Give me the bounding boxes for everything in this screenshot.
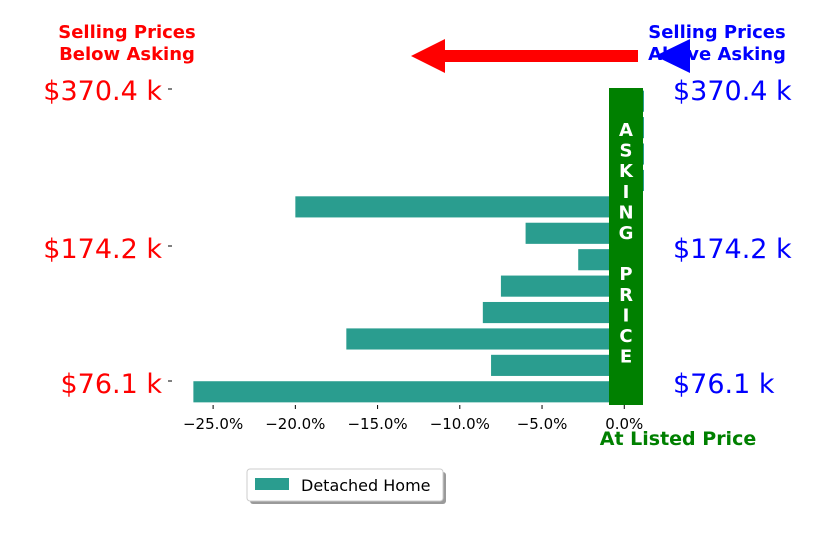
header-left-line2: Below Asking xyxy=(59,44,195,65)
price-label-right-bottom: $76.1 k xyxy=(673,369,775,400)
bar xyxy=(193,381,625,403)
x-tick-label: 0.0% xyxy=(605,415,643,433)
legend: Detached Home xyxy=(246,468,446,504)
asking-letter: E xyxy=(620,347,632,368)
above-asking-arrow xyxy=(655,39,690,73)
asking-letter: K xyxy=(619,161,634,182)
bar xyxy=(500,275,625,297)
x-axis: −25.0% −20.0% −15.0% −10.0% −5.0% 0.0% xyxy=(183,405,643,433)
legend-label: Detached Home xyxy=(301,476,431,495)
bars-group xyxy=(193,90,644,403)
price-label-left-bottom: $76.1 k xyxy=(60,369,162,400)
listed-price-label: At Listed Price xyxy=(600,428,756,450)
asking-letter: I xyxy=(623,305,630,326)
bar xyxy=(346,328,625,350)
bar xyxy=(482,301,625,324)
price-label-left-top: $370.4 k xyxy=(43,76,162,107)
bar xyxy=(491,354,625,376)
x-tick-label: −20.0% xyxy=(265,415,325,433)
price-label-right-mid: $174.2 k xyxy=(673,234,792,265)
asking-letter: R xyxy=(619,285,633,306)
asking-letter: C xyxy=(619,326,632,347)
asking-letter: G xyxy=(619,223,634,244)
below-asking-arrow xyxy=(411,39,638,73)
x-tick-label: −25.0% xyxy=(183,415,243,433)
asking-letter: I xyxy=(623,182,630,203)
x-tick-label: −15.0% xyxy=(347,415,407,433)
bar xyxy=(295,196,625,218)
header-left-line1: Selling Prices xyxy=(58,22,195,43)
price-label-left-mid: $174.2 k xyxy=(43,234,162,265)
legend-swatch xyxy=(255,478,289,490)
bar xyxy=(525,222,625,244)
price-label-right-top: $370.4 k xyxy=(673,76,792,107)
x-tick-label: −10.0% xyxy=(430,415,490,433)
asking-price-column xyxy=(609,88,643,405)
asking-letter: N xyxy=(618,202,633,223)
asking-letter: S xyxy=(620,141,633,162)
header-right-line1: Selling Prices xyxy=(648,22,785,43)
asking-letter: P xyxy=(619,264,632,285)
legend-box xyxy=(246,468,444,502)
x-tick-label: −5.0% xyxy=(517,415,568,433)
asking-letter: A xyxy=(619,120,633,141)
